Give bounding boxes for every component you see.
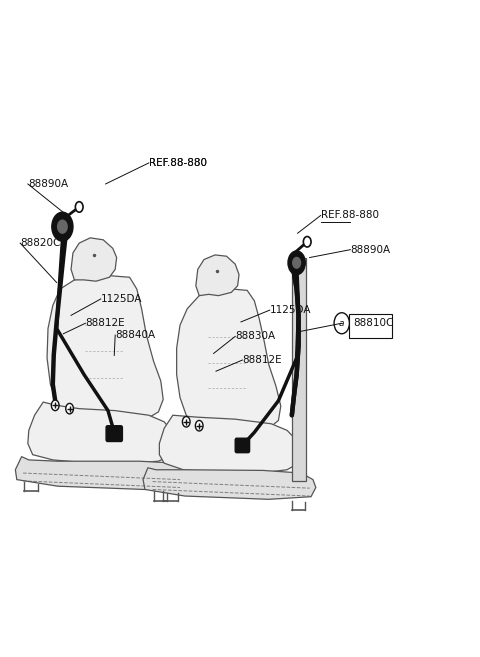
Circle shape: [75, 202, 83, 212]
Text: REF.88-880: REF.88-880: [149, 158, 207, 168]
Circle shape: [182, 417, 190, 427]
FancyBboxPatch shape: [106, 426, 122, 442]
FancyBboxPatch shape: [349, 314, 392, 338]
Text: 88830A: 88830A: [235, 331, 276, 342]
Text: a: a: [339, 319, 345, 328]
Circle shape: [334, 313, 349, 334]
Circle shape: [293, 258, 300, 268]
Text: 88890A: 88890A: [350, 244, 391, 255]
Text: 88812E: 88812E: [85, 318, 125, 328]
Text: REF.88-880: REF.88-880: [321, 210, 379, 221]
Polygon shape: [71, 238, 117, 281]
Circle shape: [195, 420, 203, 431]
Text: 88840A: 88840A: [115, 330, 156, 340]
Polygon shape: [28, 402, 177, 463]
Circle shape: [58, 220, 67, 233]
Text: 1125DA: 1125DA: [101, 294, 142, 304]
Circle shape: [303, 237, 311, 247]
Polygon shape: [196, 255, 239, 296]
Polygon shape: [47, 275, 163, 426]
Circle shape: [52, 212, 73, 241]
Text: 88812E: 88812E: [242, 355, 282, 365]
Polygon shape: [143, 468, 316, 499]
Circle shape: [51, 400, 59, 411]
Polygon shape: [159, 415, 301, 473]
Polygon shape: [177, 288, 281, 435]
Circle shape: [288, 251, 305, 275]
FancyBboxPatch shape: [235, 438, 250, 453]
Polygon shape: [15, 457, 192, 489]
Circle shape: [66, 403, 73, 414]
Text: REF.88-880: REF.88-880: [149, 158, 207, 168]
Text: 88890A: 88890A: [28, 179, 68, 189]
Text: 88820C: 88820C: [20, 238, 60, 248]
Text: 1125DA: 1125DA: [270, 305, 311, 315]
Text: 88810C: 88810C: [353, 318, 393, 328]
Bar: [292, 258, 306, 481]
